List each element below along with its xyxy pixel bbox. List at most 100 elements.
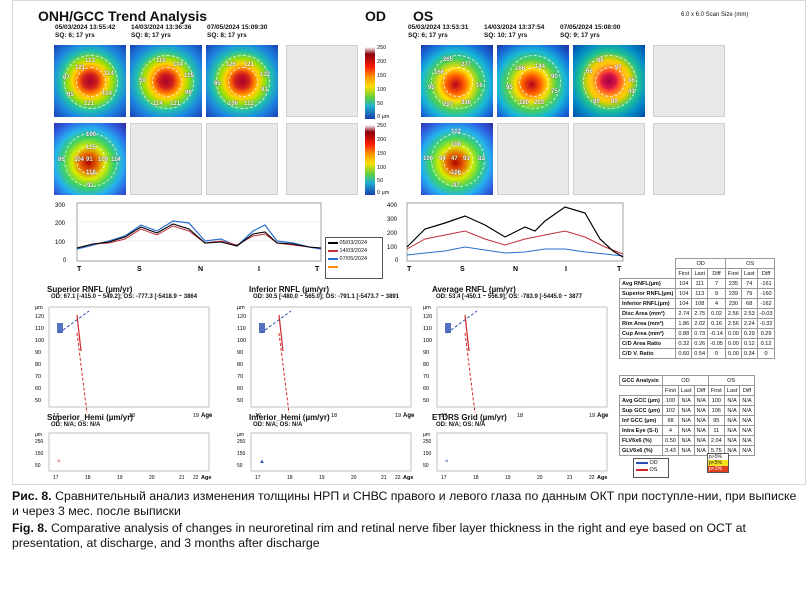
os-gcc-map-empty-1[interactable] <box>497 123 569 195</box>
svg-text:300: 300 <box>387 217 398 223</box>
os-gcc-map-empty-3[interactable] <box>653 123 725 195</box>
svg-text:µm: µm <box>35 432 42 438</box>
svg-text:100: 100 <box>55 240 66 246</box>
svg-text:19: 19 <box>505 475 511 481</box>
svg-text:20: 20 <box>351 475 357 481</box>
svg-text:19: 19 <box>117 475 123 481</box>
trend-inferior-hemi: Inferior_Hemi (µm/yr) OD: N/A; OS: N/A <box>249 413 330 428</box>
caption-ru: Рис. 8. Сравнительный анализ изменения т… <box>12 489 797 518</box>
svg-text:18: 18 <box>85 475 91 481</box>
thickness-colorbar-bottom <box>365 125 375 195</box>
os-date-2: 14/03/2024 13:37:54 SQ: 10; 17 yrs <box>484 24 545 39</box>
svg-text:80: 80 <box>35 362 41 368</box>
table-row: C/D V. Ratio 0.60 0.54 0 0.00 0.34 0 <box>618 348 776 359</box>
svg-text:200: 200 <box>387 231 398 237</box>
os-tsnit-graph: 400 300 200 100 0 T S N I T <box>387 202 624 273</box>
svg-text:µm: µm <box>237 305 245 311</box>
svg-text:110: 110 <box>35 326 44 332</box>
table-row: Inf GCC (µm) 98 N/A N/A 95 N/A N/A <box>618 415 755 426</box>
svg-text:300: 300 <box>55 203 66 209</box>
trend-superior-rnfl: Superior RNFL (µm/yr) OD: 67.1 [-415.0 ~… <box>47 285 198 300</box>
caption-en: Fig. 8. Comparative analysis of changes … <box>12 521 746 550</box>
od-rnfl-map-3[interactable]: 126 121 132 65 81 106 112 <box>206 45 278 117</box>
svg-text:70: 70 <box>35 374 41 380</box>
svg-text:0: 0 <box>63 258 67 264</box>
table-row: Rim Area (mm²) 1.86 2.02 0.16 2.56 2.24 -0.32 <box>618 318 776 329</box>
svg-text:▲: ▲ <box>259 459 265 465</box>
svg-text:18: 18 <box>129 413 135 419</box>
svg-text:90: 90 <box>237 350 243 356</box>
os-gcc-map-empty-2[interactable] <box>573 123 645 195</box>
od-rnfl-map-2[interactable]: 110 104 105 59 96 114 121 <box>130 45 202 117</box>
thickness-colorbar-top <box>365 47 375 119</box>
svg-text:20: 20 <box>537 475 543 481</box>
svg-text:18: 18 <box>473 475 479 481</box>
svg-text:Age: Age <box>403 475 413 481</box>
svg-text:110: 110 <box>237 326 246 332</box>
od-eye-label: OD <box>365 8 386 24</box>
svg-text:17: 17 <box>255 413 261 419</box>
os-rnfl-map-3[interactable]: 86 97 66 36 41 89 89 <box>573 45 645 117</box>
svg-text:I: I <box>565 266 567 273</box>
svg-text:110: 110 <box>423 326 432 332</box>
tsnit-date-legend: 05/03/2024 14/03/2024 07/05/2024 <box>325 237 383 279</box>
svg-text:120: 120 <box>237 314 246 320</box>
os-eye-label: OS <box>413 8 434 24</box>
od-gcc-map-empty-2[interactable] <box>206 123 278 195</box>
svg-text:19: 19 <box>193 413 199 419</box>
svg-text:250: 250 <box>423 439 432 445</box>
svg-text:T: T <box>77 266 82 273</box>
od-date-3: 07/05/2024 15:09:30 SQ: 8; 17 yrs <box>207 24 268 39</box>
svg-text:0: 0 <box>395 258 399 264</box>
trend-etdrs-grid: ETDRS Grid (µm/yr) OD: N/A; OS: N/A <box>432 413 507 428</box>
svg-text:µm: µm <box>237 432 244 438</box>
table-row: Cup Area (mm²) 0.88 0.73 -0.14 0.00 0.29 0.29 <box>618 328 776 339</box>
table-row: Avg RNFL(µm) 104 111 7 235 74 -161 <box>618 278 776 289</box>
svg-text:22: 22 <box>193 475 199 481</box>
svg-text:µm: µm <box>423 432 430 438</box>
gcc-analysis-table: GCC Analysis OD OS First Last Diff First Last… <box>618 375 755 456</box>
svg-text:18: 18 <box>331 413 337 419</box>
svg-text:×: × <box>445 459 449 465</box>
rnfl-parameter-table: OD OS First Last Diff First Last Diff Avg RNF… <box>618 258 776 359</box>
table-row: Avg GCC (µm) 100 N/A N/A 100 N/A N/A <box>618 395 755 406</box>
os-gcc-map[interactable]: 102 108 106 94 47 93 82 106 87 <box>421 123 493 195</box>
table-row: FLV6x6 (%) 0.50 N/A N/A 2.04 N/A N/A <box>618 435 755 446</box>
svg-text:120: 120 <box>35 314 44 320</box>
svg-text:19: 19 <box>395 413 401 419</box>
svg-text:N: N <box>513 266 518 273</box>
svg-text:50: 50 <box>35 398 41 404</box>
od-rnfl-map-empty[interactable] <box>286 45 358 117</box>
svg-text:×: × <box>57 459 61 465</box>
svg-text:50: 50 <box>237 463 243 469</box>
trend-inferior-rnfl: Inferior RNFL (µm/yr) OD: 30.5 [-480.0 ~… <box>249 285 400 300</box>
svg-text:17: 17 <box>441 475 447 481</box>
svg-text:60: 60 <box>237 386 243 392</box>
os-rnfl-map-1[interactable]: 265 277 166 95 16 297 336 <box>421 45 493 117</box>
svg-text:17: 17 <box>53 413 59 419</box>
svg-text:50: 50 <box>423 398 429 404</box>
od-date-1: 05/03/2024 13:55:42 SQ: 6; 17 yrs <box>55 24 116 39</box>
scan-size-label: 6.0 x 6.0 Scan Size (mm) <box>681 12 749 18</box>
svg-text:S: S <box>460 266 465 273</box>
svg-text:100: 100 <box>387 245 398 251</box>
trend-graphs-bottom-row: µm 250 150 50 × 17 18 19 20 21 22 Age µm… <box>35 432 607 481</box>
svg-text:22: 22 <box>395 475 401 481</box>
od-tsnit-graph: 300 200 100 0 T S N I T <box>55 202 322 273</box>
svg-text:70: 70 <box>423 374 429 380</box>
od-gcc-map[interactable]: 100 115 86 104 91 109 114 118 91 <box>54 123 126 195</box>
os-rnfl-map-2[interactable]: 166 144 90 95 75 180 203 <box>497 45 569 117</box>
svg-text:18: 18 <box>517 413 523 419</box>
svg-text:400: 400 <box>387 203 398 209</box>
trend-average-rnfl: Average RNFL (µm/yr) OD: 53.4 [-450.1 ~ … <box>432 285 583 300</box>
os-rnfl-map-empty[interactable] <box>653 45 725 117</box>
svg-text:22: 22 <box>589 475 595 481</box>
od-gcc-map-empty-1[interactable] <box>130 123 202 195</box>
svg-text:21: 21 <box>179 475 185 481</box>
svg-text:60: 60 <box>423 386 429 392</box>
svg-text:70: 70 <box>237 374 243 380</box>
od-gcc-map-empty-3[interactable] <box>286 123 358 195</box>
od-rnfl-map-1[interactable]: 113 121 114 67 65 104 121 <box>54 45 126 117</box>
os-date-1: 05/03/2024 13:53:31 SQ: 6; 17 yrs <box>408 24 469 39</box>
svg-text:250: 250 <box>35 439 44 445</box>
